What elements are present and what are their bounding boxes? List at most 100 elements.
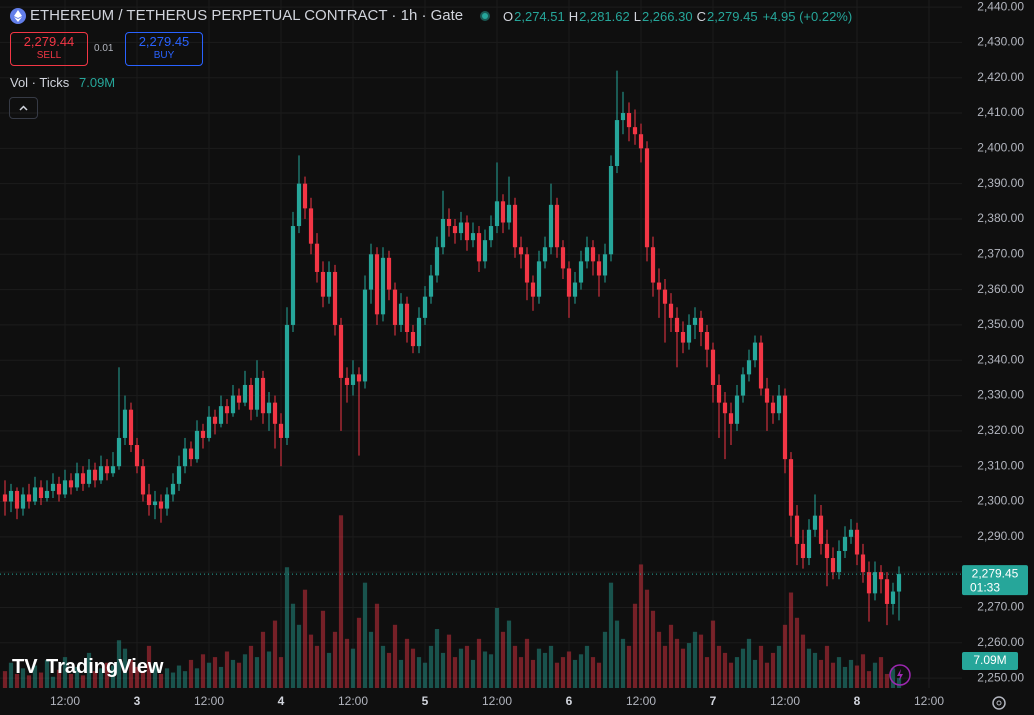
- volume-bar: [86, 652, 92, 688]
- volume-bar: [830, 662, 836, 688]
- candle-body: [338, 324, 344, 378]
- volume-bar: [350, 648, 356, 688]
- candle-body: [320, 271, 326, 297]
- settings-icon[interactable]: [989, 693, 1009, 713]
- x-tick-label: 8: [854, 694, 861, 708]
- candle-body: [650, 247, 656, 283]
- volume-bar: [284, 567, 290, 688]
- candle-body: [614, 120, 620, 166]
- sell-button[interactable]: 2,279.44 SELL: [10, 32, 88, 66]
- candle-body: [2, 494, 8, 502]
- candle-body: [854, 529, 860, 555]
- ohlc-value: 2,279.45: [706, 9, 758, 24]
- volume-bar: [788, 592, 794, 688]
- volume-bar: [500, 631, 506, 688]
- ohlc-legend: O2,274.51 H2,281.62 L2,266.30 C2,279.45 +4.9…: [503, 9, 856, 24]
- candle-body: [572, 282, 578, 297]
- candle-body: [896, 574, 902, 592]
- candle-body: [68, 480, 74, 488]
- candle-body: [458, 222, 464, 234]
- volume-tag: [962, 652, 1018, 670]
- candle-body: [128, 409, 134, 446]
- volume-bar: [836, 657, 842, 688]
- collapse-button[interactable]: [9, 97, 38, 119]
- candle-body: [848, 529, 854, 537]
- volume-bar: [458, 648, 464, 688]
- candle-body: [188, 448, 194, 460]
- volume-bar: [92, 671, 98, 688]
- volume-bar: [770, 652, 776, 688]
- volume-bar: [320, 610, 326, 688]
- volume-bar: [32, 665, 38, 688]
- volume-bar: [410, 648, 416, 688]
- volume-bar: [338, 515, 344, 688]
- ohlc-value: 2,266.30: [641, 9, 693, 24]
- volume-bar: [416, 657, 422, 688]
- volume-bar: [854, 665, 860, 688]
- volume-bar: [290, 603, 296, 688]
- candle-body: [788, 459, 794, 516]
- volume-tag-label: 7.09M: [973, 653, 1006, 667]
- buy-price[interactable]: 2,279.45: [138, 34, 190, 49]
- candle-body: [764, 388, 770, 403]
- candle-body: [602, 254, 608, 276]
- candle-body: [266, 402, 272, 414]
- candle-body: [254, 377, 260, 410]
- candle-body: [722, 402, 728, 414]
- buy-button[interactable]: 2,279.45 BUY: [125, 32, 203, 66]
- chevron[interactable]: [10, 98, 37, 118]
- volume-bar: [254, 657, 260, 688]
- ohlc-key: O: [503, 9, 514, 24]
- candle-body: [476, 233, 482, 262]
- sell-label[interactable]: SELL: [36, 50, 62, 61]
- volume-bar: [494, 607, 500, 688]
- volume-bar: [782, 624, 788, 688]
- candle-body: [746, 360, 752, 375]
- ohlc-key: L: [633, 9, 641, 24]
- candle-body: [296, 183, 302, 227]
- candle-body: [500, 201, 506, 223]
- price-tag: [962, 565, 1028, 596]
- candle-body: [494, 201, 500, 227]
- volume-bar: [386, 652, 392, 688]
- candle-body: [278, 423, 284, 438]
- volume-bar: [452, 657, 458, 688]
- volume-bar: [164, 668, 170, 688]
- alert-icon[interactable]: [888, 663, 912, 687]
- volume-bar: [476, 638, 482, 688]
- ohlc-key: C: [696, 9, 706, 24]
- candle-body: [716, 384, 722, 403]
- candle-body: [80, 473, 86, 484]
- volume-bar: [368, 631, 374, 688]
- sell-price[interactable]: 2,279.44: [23, 34, 75, 49]
- volume-bar: [470, 659, 476, 688]
- candle-body: [134, 445, 140, 467]
- candle-body: [818, 515, 824, 544]
- volume-legend-name: Vol · Ticks: [10, 75, 70, 90]
- volume-bar: [146, 645, 152, 688]
- candle-body: [842, 536, 848, 551]
- candle-body: [140, 466, 146, 495]
- candle-body: [758, 342, 764, 389]
- candle-body: [482, 240, 488, 262]
- volume-bar: [266, 651, 272, 688]
- volume-bar: [428, 645, 434, 688]
- volume-bar: [602, 631, 608, 688]
- volume-bar: [242, 654, 248, 688]
- candle-body: [242, 384, 248, 403]
- candle-body: [434, 247, 440, 276]
- volume-bar: [584, 645, 590, 688]
- volume-bar: [776, 645, 782, 688]
- buy-label[interactable]: BUY: [153, 50, 175, 61]
- candle-body: [416, 317, 422, 347]
- volume-bar: [608, 582, 614, 688]
- candle-body: [674, 317, 680, 332]
- volume-bar: [812, 652, 818, 688]
- volume-bar: [758, 645, 764, 688]
- candle-body: [344, 377, 350, 385]
- y-tick-label: 2,260.00: [977, 635, 1024, 649]
- volume-bar: [446, 634, 452, 688]
- volume-bar: [722, 652, 728, 688]
